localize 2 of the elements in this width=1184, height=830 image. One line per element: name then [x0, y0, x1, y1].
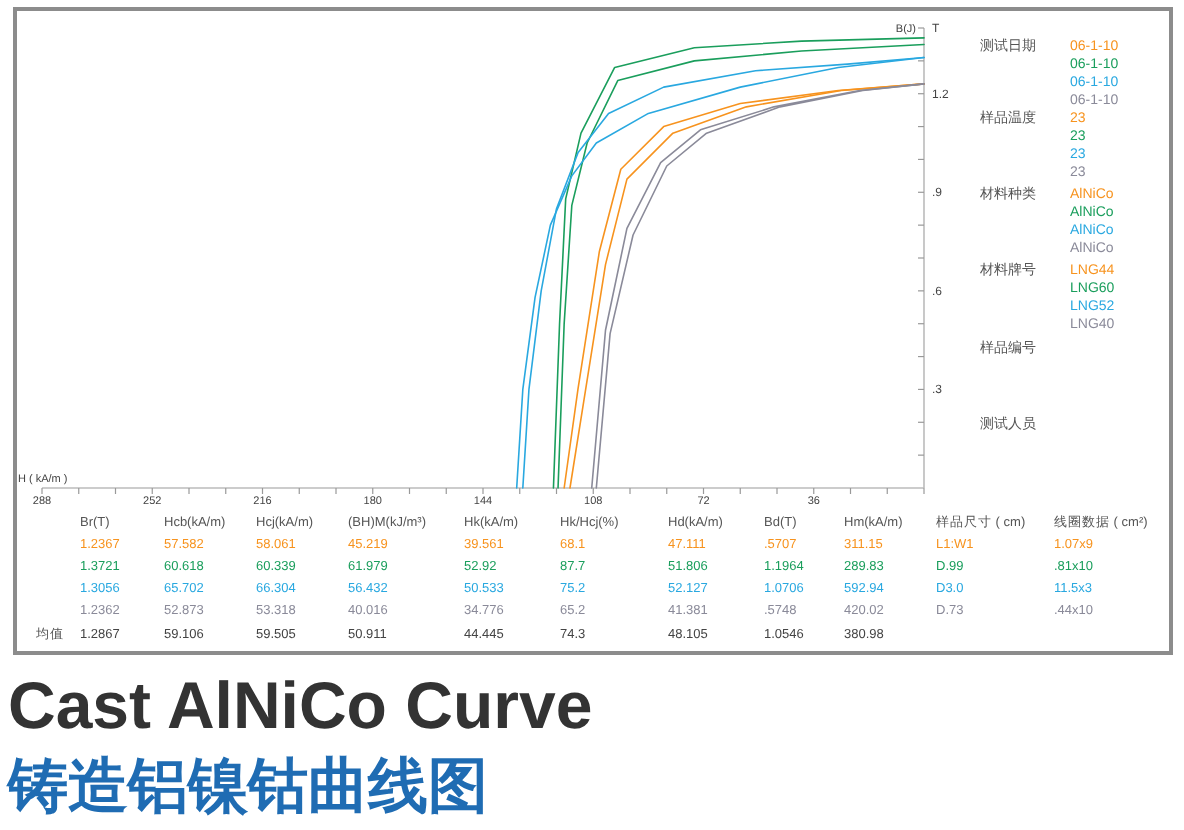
text: Cast AlNiCo Curve	[8, 668, 593, 742]
text: 铸造铝镍钴曲线图	[6, 754, 488, 820]
